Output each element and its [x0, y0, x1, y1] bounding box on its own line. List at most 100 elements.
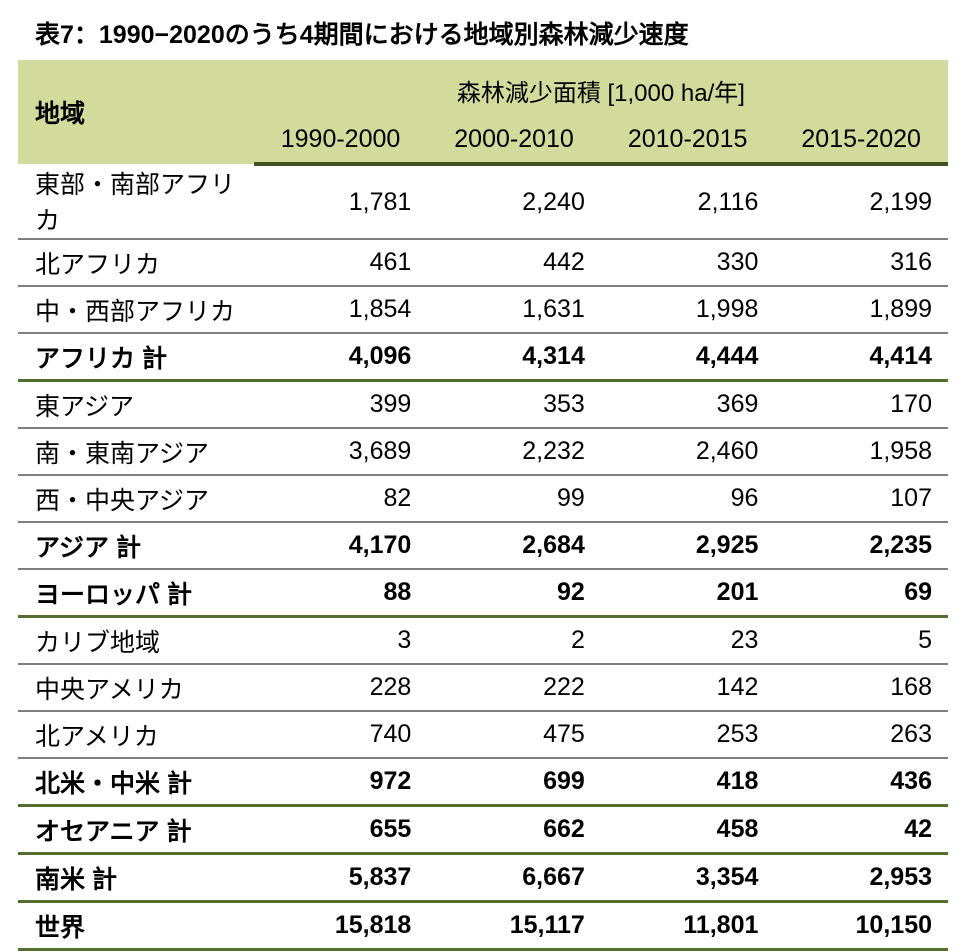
table-header: 地域 森林減少面積 [1,000 ha/年] 1990-2000 2000-201… [18, 60, 948, 166]
region-cell: アジア 計 [18, 522, 254, 570]
value-cell: 3,689 [253, 428, 428, 476]
value-cell: 662 [427, 805, 601, 855]
value-cell: 69 [774, 569, 948, 618]
table-title: 表7：1990−2020のうち4期間における地域別森林減少速度 [35, 21, 689, 49]
value-cell: 2,684 [427, 522, 601, 570]
table-row: カリブ地域 3 2 23 5 [18, 616, 948, 665]
region-cell: 中・西部アフリカ [18, 286, 254, 334]
value-cell: 2,925 [600, 522, 775, 570]
value-cell: 168 [774, 664, 948, 712]
value-cell: 399 [253, 380, 428, 429]
value-cell: 4,314 [427, 333, 601, 382]
value-cell: 442 [427, 239, 601, 287]
table-body: 東部・南部アフリカ 1,781 2,240 2,116 2,199 北アフリカ 461 442… [18, 164, 948, 951]
value-cell: 4,414 [774, 333, 948, 382]
table-row: 東アジア 399 353 369 170 [18, 380, 948, 429]
table-row: 北アメリカ 740 475 253 263 [18, 711, 948, 759]
value-cell: 15,117 [427, 901, 601, 951]
document-page: 表7：1990−2020のうち4期間における地域別森林減少速度 地域 森林減少面… [0, 15, 966, 951]
value-cell: 461 [253, 239, 428, 287]
region-cell: 東部・南部アフリカ [18, 164, 254, 240]
value-cell: 1,854 [253, 286, 428, 334]
region-cell: ヨーロッパ 計 [18, 569, 254, 618]
value-cell: 15,818 [253, 901, 428, 951]
value-cell: 2,116 [600, 164, 775, 240]
region-cell: 北アフリカ [18, 239, 254, 287]
value-cell: 2,235 [774, 522, 948, 570]
value-cell: 10,150 [774, 901, 948, 951]
value-cell: 11,801 [600, 901, 775, 951]
value-cell: 4,096 [253, 333, 428, 382]
value-cell: 92 [427, 569, 601, 618]
value-cell: 699 [427, 758, 601, 807]
value-cell: 418 [600, 758, 775, 807]
table-row-total: オセアニア 計 655 662 458 42 [18, 805, 948, 855]
table-row: 南・東南アジア 3,689 2,232 2,460 1,958 [18, 428, 948, 476]
table-row-total: アジア 計 4,170 2,684 2,925 2,235 [18, 522, 948, 570]
value-cell: 222 [427, 664, 601, 712]
value-cell: 4,444 [600, 333, 775, 382]
value-cell: 82 [253, 475, 428, 523]
value-cell: 2,199 [774, 164, 948, 240]
column-header-unit: 森林減少面積 [1,000 ha/年] [253, 60, 948, 116]
value-cell: 2,460 [600, 428, 775, 476]
table-row-total: 北米・中米 計 972 699 418 436 [18, 758, 948, 807]
column-header-period: 2010-2015 [600, 116, 775, 166]
value-cell: 5 [774, 616, 948, 665]
region-cell: オセアニア 計 [18, 805, 254, 855]
column-header-region: 地域 [18, 60, 254, 164]
table-row: 北アフリカ 461 442 330 316 [18, 239, 948, 287]
region-cell: 北アメリカ [18, 711, 254, 759]
column-header-period: 2000-2010 [427, 116, 601, 166]
region-cell: 西・中央アジア [18, 475, 254, 523]
value-cell: 4,170 [253, 522, 428, 570]
region-cell: 南・東南アジア [18, 428, 254, 476]
value-cell: 1,899 [774, 286, 948, 334]
region-cell: 北米・中米 計 [18, 758, 254, 807]
column-header-period: 1990-2000 [253, 116, 428, 166]
value-cell: 2,240 [427, 164, 601, 240]
value-cell: 458 [600, 805, 775, 855]
value-cell: 2 [427, 616, 601, 665]
value-cell: 3 [253, 616, 428, 665]
value-cell: 475 [427, 711, 601, 759]
value-cell: 5,837 [253, 853, 428, 903]
value-cell: 740 [253, 711, 428, 759]
region-cell: 世界 [18, 901, 254, 951]
value-cell: 96 [600, 475, 775, 523]
value-cell: 170 [774, 380, 948, 429]
value-cell: 369 [600, 380, 775, 429]
value-cell: 2,953 [774, 853, 948, 903]
value-cell: 1,781 [253, 164, 428, 240]
table-row-total: ヨーロッパ 計 88 92 201 69 [18, 569, 948, 618]
region-cell: 中央アメリカ [18, 664, 254, 712]
value-cell: 99 [427, 475, 601, 523]
column-header-period: 2015-2020 [774, 116, 948, 166]
value-cell: 330 [600, 239, 775, 287]
region-cell: 東アジア [18, 380, 254, 429]
value-cell: 263 [774, 711, 948, 759]
value-cell: 107 [774, 475, 948, 523]
value-cell: 972 [253, 758, 428, 807]
table-row: 東部・南部アフリカ 1,781 2,240 2,116 2,199 [18, 164, 948, 240]
unit-header-row: 地域 森林減少面積 [1,000 ha/年] [18, 60, 948, 164]
forest-loss-table: 地域 森林減少面積 [1,000 ha/年] 1990-2000 2000-201… [18, 60, 948, 951]
value-cell: 1,998 [600, 286, 775, 334]
value-cell: 1,631 [427, 286, 601, 334]
value-cell: 142 [600, 664, 775, 712]
region-cell: 南米 計 [18, 853, 254, 903]
value-cell: 353 [427, 380, 601, 429]
value-cell: 228 [253, 664, 428, 712]
table-row-total: アフリカ 計 4,096 4,314 4,444 4,414 [18, 333, 948, 382]
region-cell: カリブ地域 [18, 616, 254, 665]
value-cell: 23 [600, 616, 775, 665]
value-cell: 201 [600, 569, 775, 618]
value-cell: 88 [253, 569, 428, 618]
value-cell: 436 [774, 758, 948, 807]
value-cell: 1,958 [774, 428, 948, 476]
table-row: 西・中央アジア 82 99 96 107 [18, 475, 948, 523]
table-row-total: 南米 計 5,837 6,667 3,354 2,953 [18, 853, 948, 903]
table-row-total: 世界 15,818 15,117 11,801 10,150 [18, 901, 948, 951]
value-cell: 3,354 [600, 853, 775, 903]
value-cell: 6,667 [427, 853, 601, 903]
